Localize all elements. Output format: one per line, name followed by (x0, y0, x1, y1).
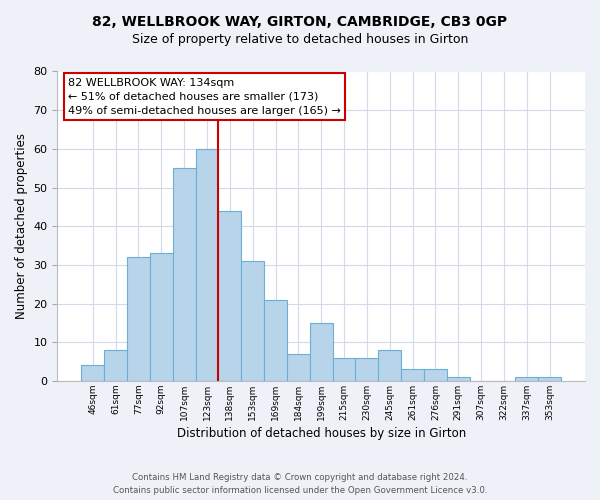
Bar (310, 323, 332, 381)
Bar (287, 354, 310, 381)
Bar (264, 300, 287, 381)
Bar (332, 358, 355, 381)
Bar (447, 377, 470, 381)
Bar (538, 377, 561, 381)
Bar (241, 261, 264, 381)
Text: Contains HM Land Registry data © Crown copyright and database right 2024.
Contai: Contains HM Land Registry data © Crown c… (113, 474, 487, 495)
Y-axis label: Number of detached properties: Number of detached properties (15, 133, 28, 319)
X-axis label: Distribution of detached houses by size in Girton: Distribution of detached houses by size … (176, 427, 466, 440)
Bar (379, 350, 401, 381)
Bar (515, 377, 538, 381)
Bar (150, 254, 173, 381)
Text: 82 WELLBROOK WAY: 134sqm
← 51% of detached houses are smaller (173)
49% of semi-: 82 WELLBROOK WAY: 134sqm ← 51% of detach… (68, 78, 341, 116)
Bar (173, 168, 196, 381)
Bar (355, 358, 379, 381)
Bar (401, 370, 424, 381)
Bar (424, 370, 447, 381)
Bar (127, 257, 150, 381)
Text: 82, WELLBROOK WAY, GIRTON, CAMBRIDGE, CB3 0GP: 82, WELLBROOK WAY, GIRTON, CAMBRIDGE, CB… (92, 15, 508, 29)
Bar (196, 149, 218, 381)
Text: Size of property relative to detached houses in Girton: Size of property relative to detached ho… (132, 32, 468, 46)
Bar (218, 210, 241, 381)
Bar (82, 366, 104, 381)
Bar (104, 350, 127, 381)
